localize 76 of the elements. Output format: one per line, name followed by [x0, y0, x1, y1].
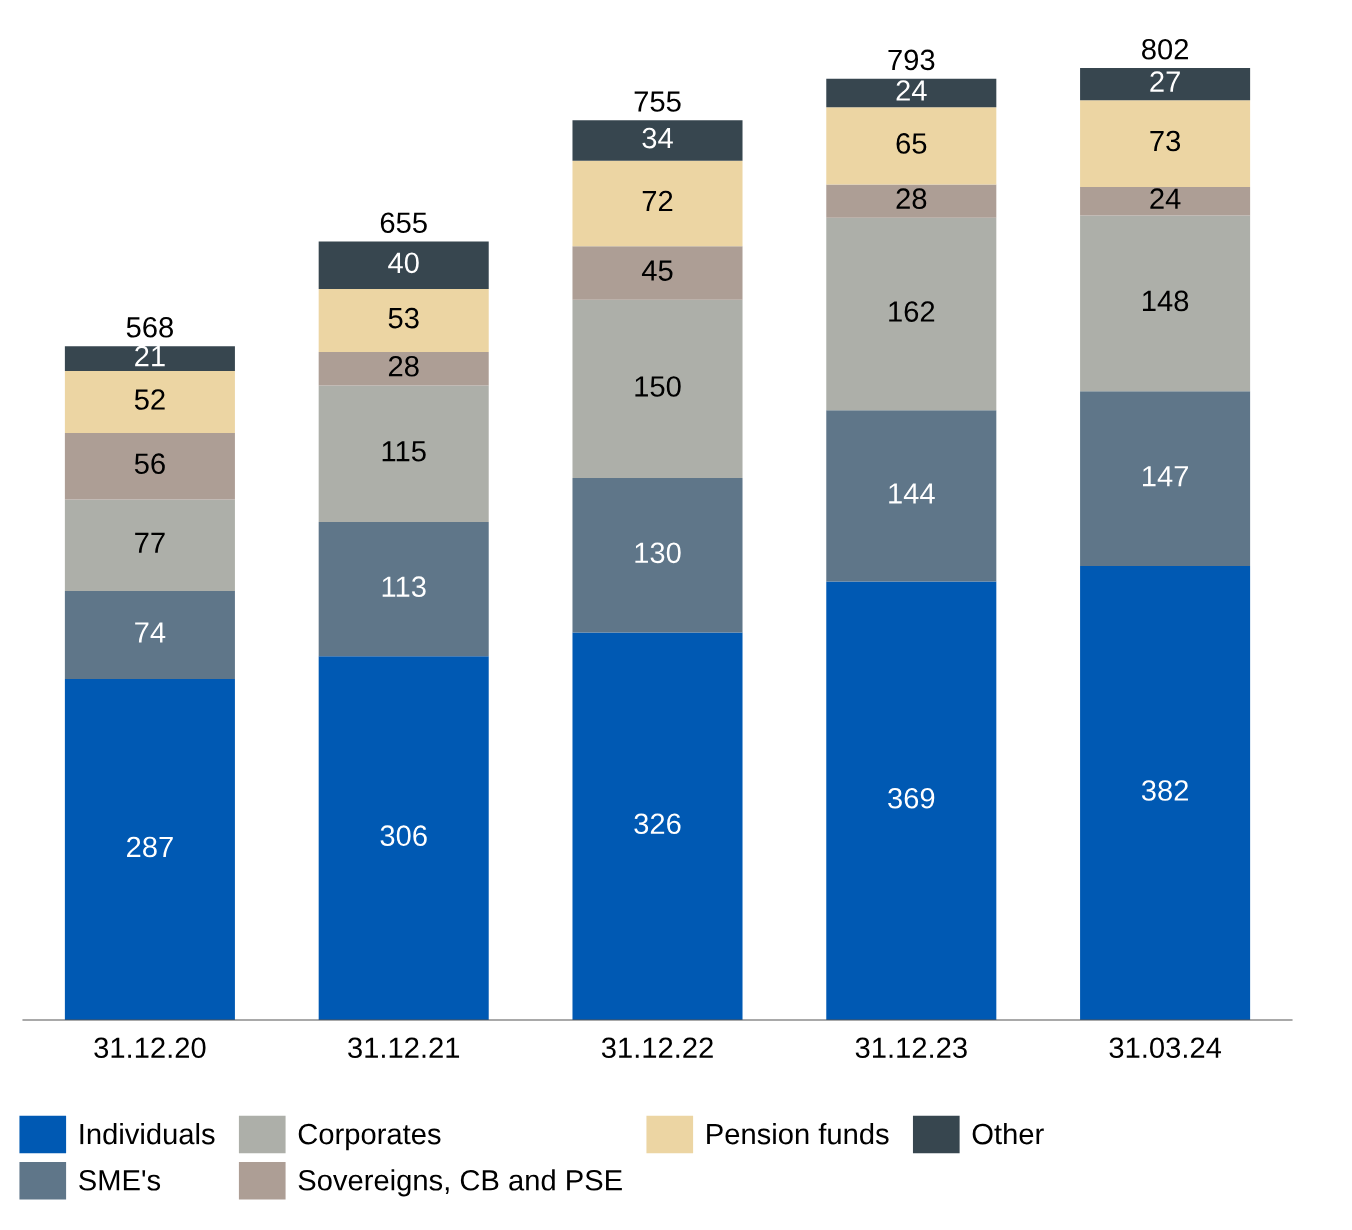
bar [572, 246, 743, 300]
x-tick-label: 31.03.24 [1109, 1037, 1222, 1059]
x-tick-label: 31.12.21 [348, 1037, 460, 1059]
data-label: 287 [127, 836, 173, 858]
bar [1080, 391, 1251, 567]
data-label: 73 [1150, 130, 1181, 152]
data-label: 24 [1150, 188, 1181, 209]
bar [318, 241, 489, 290]
bar [318, 289, 489, 353]
data-label: 326 [634, 813, 681, 835]
data-label: 28 [896, 188, 927, 210]
total-label: 655 [380, 212, 427, 234]
bar [826, 78, 997, 108]
bar [318, 522, 489, 657]
data-label: 24 [896, 80, 927, 101]
data-label: 45 [641, 260, 673, 281]
bar [1080, 186, 1251, 216]
data-label: 148 [1142, 290, 1189, 312]
legend-label: Other [972, 1122, 1044, 1145]
data-label: 21 [135, 345, 165, 367]
data-label: 147 [1142, 466, 1188, 487]
data-label: 113 [382, 576, 426, 598]
bar [64, 371, 235, 433]
bar [826, 410, 997, 582]
bar [318, 385, 489, 523]
legend-label: Corporates [298, 1123, 441, 1151]
bar [572, 120, 743, 161]
x-tick-label: 31.12.23 [855, 1037, 967, 1059]
bar [318, 656, 489, 1020]
bar [64, 346, 235, 372]
data-label: 34 [642, 127, 673, 149]
data-label: 369 [888, 787, 935, 809]
data-label: 306 [380, 825, 427, 846]
data-label: 382 [1141, 780, 1188, 801]
bar [572, 632, 743, 1020]
data-label: 130 [635, 542, 681, 564]
bar [826, 184, 997, 218]
data-label: 150 [635, 376, 681, 397]
bar [64, 499, 235, 591]
data-label: 52 [134, 389, 165, 410]
x-tick-label: 31.12.22 [601, 1037, 713, 1059]
bar [64, 678, 235, 1020]
data-label: 74 [135, 622, 166, 643]
data-label: 65 [896, 133, 927, 154]
data-label: 77 [135, 532, 165, 553]
bar [1080, 68, 1251, 101]
data-label: 28 [388, 355, 419, 377]
data-label: 144 [889, 483, 935, 504]
bar [826, 107, 997, 185]
x-tick-label: 31.12.20 [94, 1037, 206, 1059]
bar [572, 299, 743, 479]
legend-label: SME's [79, 1169, 161, 1191]
legend-label: Sovereigns, CB and PSE [298, 1169, 622, 1197]
data-label: 115 [382, 441, 426, 462]
total-label: 802 [1142, 38, 1188, 60]
data-label: 53 [388, 307, 419, 329]
legend-label: Individuals [80, 1122, 215, 1145]
total-label: 568 [126, 316, 173, 338]
data-label: 56 [134, 453, 165, 475]
bar [318, 352, 489, 386]
bar [1080, 100, 1251, 187]
bar [572, 160, 743, 247]
bar [64, 432, 235, 500]
data-label: 162 [889, 301, 935, 322]
bar [1080, 215, 1251, 392]
bar [1080, 566, 1251, 1020]
bar [826, 581, 997, 1020]
bar [572, 478, 743, 633]
bar [64, 590, 235, 679]
legend-label: Pension funds [707, 1122, 889, 1145]
data-label: 40 [388, 252, 419, 274]
bar [826, 217, 997, 411]
data-label: 27 [1150, 71, 1180, 92]
data-label: 72 [642, 190, 673, 212]
total-label: 793 [888, 49, 935, 71]
total-label: 755 [634, 91, 681, 112]
